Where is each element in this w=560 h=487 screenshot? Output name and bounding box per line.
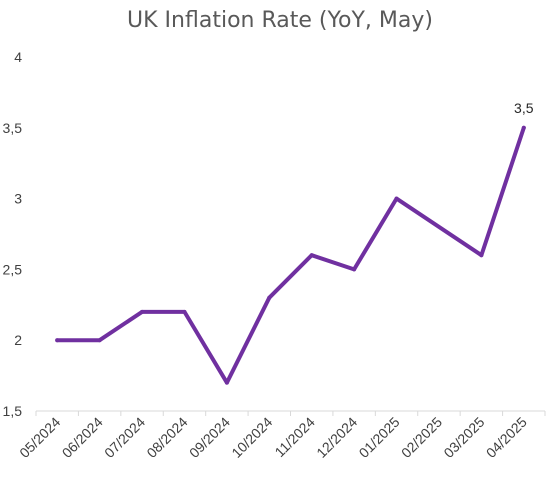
data-point: [352, 267, 357, 272]
data-point: [267, 295, 272, 300]
y-tick-label: 1,5: [3, 403, 23, 419]
series-line: [55, 125, 526, 385]
data-point: [97, 338, 102, 343]
y-tick-label: 4: [14, 49, 22, 65]
data-point: [55, 338, 60, 343]
x-tick-label: 04/2025: [483, 414, 530, 461]
x-tick-label: 03/2025: [440, 414, 487, 461]
y-tick-label: 2,5: [3, 261, 23, 277]
y-tick-label: 3,5: [3, 120, 23, 136]
y-tick-label: 2: [14, 332, 22, 348]
x-tick-label: 01/2025: [356, 414, 403, 461]
x-tick-label: 06/2024: [59, 414, 106, 461]
x-tick-label: 08/2024: [143, 414, 190, 461]
data-point: [309, 253, 314, 258]
x-tick-label: 10/2024: [228, 414, 275, 461]
x-tick-label: 09/2024: [186, 414, 233, 461]
y-tick-label: 3: [14, 191, 22, 207]
x-tick-label: 05/2024: [16, 414, 63, 461]
data-point: [140, 309, 145, 314]
data-label: 3,5: [514, 100, 534, 116]
x-tick-label: 12/2024: [313, 414, 360, 461]
data-point: [182, 309, 187, 314]
data-point: [394, 196, 399, 201]
data-point: [521, 125, 526, 130]
x-tick-label: 02/2025: [398, 414, 445, 461]
chart-title: UK Inflation Rate (YoY, May): [127, 8, 433, 33]
data-point: [224, 380, 229, 385]
data-point: [479, 253, 484, 258]
x-tick-label: 07/2024: [101, 414, 148, 461]
x-tick-label: 11/2024: [271, 414, 318, 461]
